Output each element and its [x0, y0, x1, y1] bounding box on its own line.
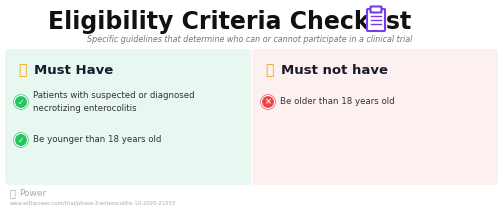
Text: Patients with suspected or diagnosed
necrotizing enterocolitis: Patients with suspected or diagnosed nec… — [33, 91, 194, 113]
Text: ✓: ✓ — [18, 135, 24, 145]
Text: ✓: ✓ — [18, 97, 24, 107]
Circle shape — [261, 95, 275, 109]
FancyBboxPatch shape — [252, 49, 498, 185]
Text: Power: Power — [19, 188, 46, 197]
Text: Must Have: Must Have — [34, 64, 113, 77]
FancyBboxPatch shape — [370, 7, 382, 12]
Text: 👎: 👎 — [265, 63, 273, 77]
FancyBboxPatch shape — [5, 49, 251, 185]
Text: 👍: 👍 — [18, 63, 26, 77]
Text: Eligibility Criteria Checklist: Eligibility Criteria Checklist — [48, 10, 412, 34]
Text: Be older than 18 years old: Be older than 18 years old — [280, 97, 394, 107]
Text: Specific guidelines that determine who can or cannot participate in a clinical t: Specific guidelines that determine who c… — [88, 35, 412, 45]
Text: Must not have: Must not have — [281, 64, 388, 77]
Circle shape — [14, 95, 28, 109]
Text: www.withpower.com/trial/phase-3-enterocolitis-10-2020-21553: www.withpower.com/trial/phase-3-enteroco… — [10, 200, 176, 206]
Text: Be younger than 18 years old: Be younger than 18 years old — [33, 135, 162, 145]
Text: ×: × — [264, 97, 272, 107]
Circle shape — [14, 133, 28, 147]
FancyBboxPatch shape — [367, 9, 385, 31]
Text: ഠ: ഠ — [10, 188, 16, 198]
